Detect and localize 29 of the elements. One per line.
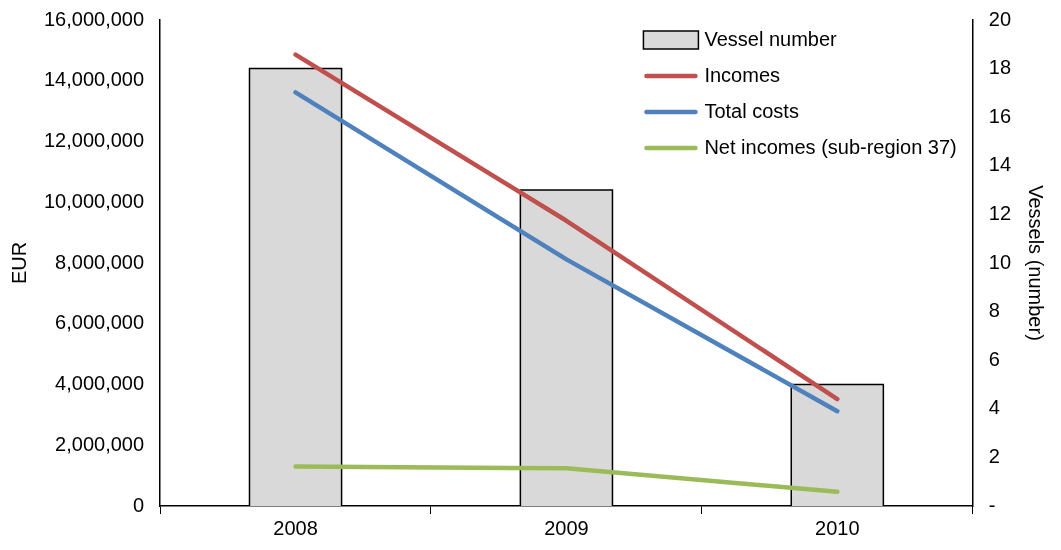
y2-tick-label: 14 <box>988 153 1011 176</box>
y2-tick-label: 2 <box>988 444 1000 467</box>
legend-label: Net incomes (sub-region 37) <box>704 135 957 158</box>
y2-tick-label: 4 <box>988 396 1000 419</box>
y-tick-label: 16,000,000 <box>43 7 145 30</box>
y-tick-label: 10,000,000 <box>43 189 145 212</box>
y2-tick-label: 10 <box>988 250 1011 273</box>
y-tick-label: 14,000,000 <box>43 68 145 91</box>
y2-tick-label: 8 <box>988 299 1000 322</box>
legend-label: Vessel number <box>704 27 838 50</box>
y2-tick-label: 12 <box>988 201 1011 224</box>
legend-label: Total costs <box>704 99 799 122</box>
x-tick-label: 2010 <box>815 516 860 539</box>
y2-tick-label: 16 <box>988 104 1011 127</box>
x-tick-label: 2008 <box>273 516 318 539</box>
y-tick-label: 8,000,000 <box>55 250 145 273</box>
y-axis-title: EUR <box>7 241 30 285</box>
y-tick-label: 6,000,000 <box>55 311 145 334</box>
y2-tick-label: 6 <box>988 347 1000 370</box>
y2-tick-label: 18 <box>988 56 1011 79</box>
y-tick-label: 4,000,000 <box>55 372 145 395</box>
y2-tick-label: 20 <box>988 7 1011 30</box>
y-tick-label: 0 <box>132 493 145 516</box>
y-tick-label: 2,000,000 <box>55 432 145 455</box>
y2-tick-label: - <box>988 493 996 516</box>
y-tick-label: 12,000,000 <box>43 129 145 152</box>
y2-axis-title: Vessels (number) <box>1025 185 1048 341</box>
legend-label: Incomes <box>704 63 781 86</box>
x-tick-label: 2009 <box>544 516 589 539</box>
